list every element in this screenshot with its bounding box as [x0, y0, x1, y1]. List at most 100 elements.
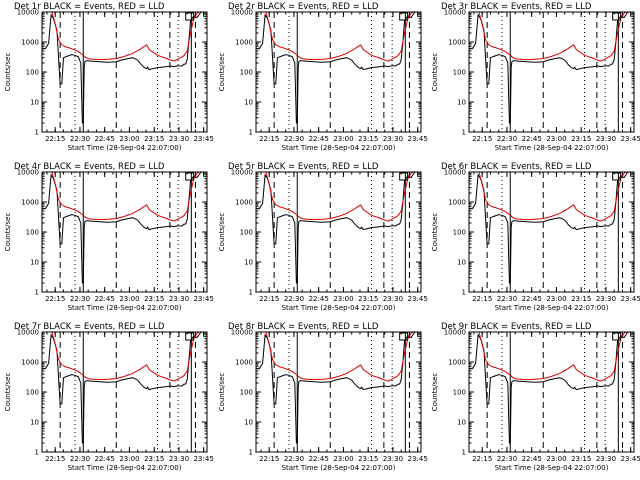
panel-title: Det 3r BLACK = Events, RED = LLD	[441, 2, 592, 12]
x-tick-label: 22:30	[497, 455, 517, 463]
y-tick-label: 10000	[444, 9, 466, 17]
plot-area	[42, 12, 203, 132]
y-axis-label: Counts/sec	[218, 53, 226, 92]
y-tick-label: 1000	[235, 39, 253, 47]
x-axis-label: Start Time (28-Sep-04 22:07:00)	[282, 464, 396, 472]
x-tick-label: 22:45	[309, 455, 329, 463]
y-axis-label: Counts/sec	[218, 213, 226, 252]
y-tick-label: 10	[457, 99, 466, 107]
x-tick-label: 22:15	[45, 295, 65, 303]
x-tick-label: 23:15	[571, 455, 591, 463]
x-tick-label: 22:45	[309, 295, 329, 303]
events-series-line	[469, 332, 630, 444]
x-tick-label: 22:15	[259, 455, 279, 463]
lld-series-line	[264, 332, 414, 382]
x-axis-label: Start Time (28-Sep-04 22:07:00)	[68, 464, 182, 472]
y-tick-label: 1	[35, 289, 39, 297]
plot-frame	[255, 171, 422, 293]
y-tick-label: 10000	[231, 329, 253, 337]
x-axis-label: Start Time (28-Sep-04 22:07:00)	[68, 144, 182, 152]
x-axis-label: Start Time (28-Sep-04 22:07:00)	[495, 304, 609, 312]
panel-title: Det 4r BLACK = Events, RED = LLD	[14, 162, 165, 172]
y-tick-label: 100	[453, 229, 466, 237]
y-tick-label: 1000	[448, 359, 466, 367]
panel-title: Det 5r BLACK = Events, RED = LLD	[228, 162, 379, 172]
x-tick-label: 23:45	[408, 295, 428, 303]
x-tick-label: 23:30	[383, 135, 403, 143]
x-tick-label: 23:15	[144, 295, 164, 303]
plot-area	[42, 172, 203, 292]
marker-box	[612, 332, 622, 341]
x-axis-label: Start Time (28-Sep-04 22:07:00)	[68, 304, 182, 312]
y-tick-label: 1000	[448, 39, 466, 47]
x-axis-label: Start Time (28-Sep-04 22:07:00)	[495, 144, 609, 152]
y-tick-label: 10	[457, 259, 466, 267]
x-tick-label: 23:15	[358, 455, 378, 463]
y-tick-label: 10000	[17, 9, 39, 17]
plot-frame	[255, 331, 422, 453]
x-tick-label: 23:00	[119, 135, 139, 143]
y-axis-label: Counts/sec	[218, 373, 226, 412]
y-tick-label: 100	[453, 389, 466, 397]
lld-series-line	[477, 332, 627, 382]
y-tick-label: 10	[244, 259, 253, 267]
x-tick-label: 22:30	[284, 295, 304, 303]
y-tick-label: 10	[30, 419, 39, 427]
x-tick-label: 23:30	[169, 135, 189, 143]
y-tick-label: 10000	[231, 169, 253, 177]
y-tick-label: 10	[244, 419, 253, 427]
x-tick-label: 23:00	[333, 295, 353, 303]
detector-panel: Det 7r BLACK = Events, RED = LLD 1 10 100 10…	[4, 322, 214, 472]
plot-frame	[468, 331, 635, 453]
plot-area	[469, 332, 630, 452]
plot-frame	[41, 331, 208, 453]
x-tick-label: 22:45	[95, 295, 115, 303]
events-series-line	[256, 12, 417, 124]
lld-series-line	[477, 172, 627, 222]
panel-title: Det 6r BLACK = Events, RED = LLD	[441, 162, 592, 172]
detector-panel: Det 9r BLACK = Events, RED = LLD 1 10 100 10…	[431, 322, 640, 472]
x-tick-label: 23:45	[621, 135, 640, 143]
marker-box	[612, 12, 622, 21]
x-axis-label: Start Time (28-Sep-04 22:07:00)	[282, 304, 396, 312]
y-tick-label: 100	[240, 389, 253, 397]
detector-panel: Det 2r BLACK = Events, RED = LLD 1 10 100 10…	[218, 2, 428, 152]
x-tick-label: 22:30	[497, 295, 517, 303]
panel-title: Det 9r BLACK = Events, RED = LLD	[441, 322, 592, 332]
plot-frame	[41, 11, 208, 133]
marker-box	[185, 172, 195, 181]
x-tick-label: 22:15	[472, 135, 492, 143]
y-tick-label: 1	[249, 449, 253, 457]
events-series-line	[42, 172, 203, 284]
x-tick-label: 23:00	[333, 455, 353, 463]
plot-frame	[255, 11, 422, 133]
x-tick-label: 23:45	[621, 295, 640, 303]
y-tick-label: 10000	[231, 9, 253, 17]
y-tick-label: 1	[462, 289, 466, 297]
y-tick-label: 100	[26, 69, 39, 77]
y-tick-label: 1	[249, 289, 253, 297]
y-tick-label: 100	[453, 69, 466, 77]
x-tick-label: 23:45	[408, 135, 428, 143]
y-tick-label: 10000	[444, 169, 466, 177]
panel-title: Det 2r BLACK = Events, RED = LLD	[228, 2, 379, 12]
plot-frame	[468, 171, 635, 293]
x-tick-label: 23:30	[596, 295, 616, 303]
y-tick-label: 10	[244, 99, 253, 107]
plot-area	[256, 172, 417, 292]
x-tick-label: 22:45	[309, 135, 329, 143]
x-tick-label: 22:30	[497, 135, 517, 143]
x-tick-label: 22:30	[70, 295, 90, 303]
x-tick-label: 23:00	[546, 455, 566, 463]
events-series-line	[469, 12, 630, 124]
marker-box	[612, 172, 622, 181]
detector-panel: Det 5r BLACK = Events, RED = LLD 1 10 100 10…	[218, 162, 428, 312]
x-tick-label: 22:15	[472, 455, 492, 463]
y-tick-label: 1000	[448, 199, 466, 207]
x-tick-label: 22:15	[45, 455, 65, 463]
x-tick-label: 23:30	[383, 295, 403, 303]
events-series-line	[42, 12, 203, 124]
y-tick-label: 1000	[235, 199, 253, 207]
y-axis-label: Counts/sec	[431, 213, 439, 252]
